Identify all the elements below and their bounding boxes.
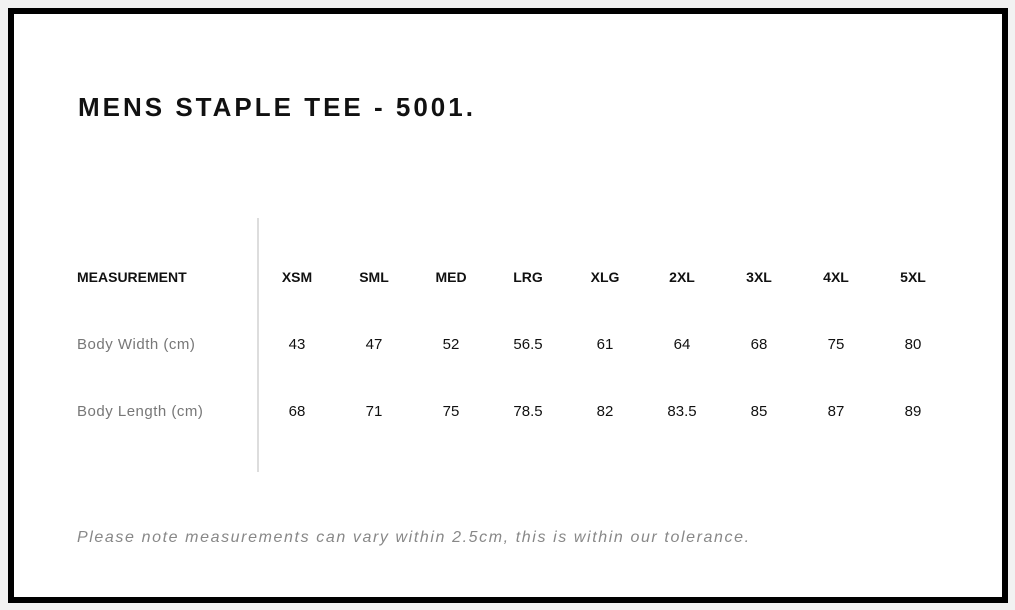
size-header: XSM	[281, 269, 313, 285]
page-title: MENS STAPLE TEE - 5001.	[78, 92, 476, 122]
size-header: 3XL	[746, 269, 772, 285]
measurement-header: MEASUREMENT	[77, 269, 187, 285]
table-cell: 78.5	[513, 403, 543, 420]
table-cell: 80	[904, 336, 922, 353]
table-cell: 64	[673, 336, 691, 353]
table-cell: 68	[288, 403, 306, 420]
table-cell: 75	[442, 403, 460, 420]
size-header: 2XL	[669, 269, 695, 285]
size-header: MED	[435, 269, 467, 285]
row-label: Body Length (cm)	[77, 403, 204, 420]
tolerance-note: Please note measurements can vary within…	[77, 529, 751, 546]
size-chart-frame: MENS STAPLE TEE - 5001. MEASUREMENT XSM S…	[8, 8, 1008, 603]
table-cell: 87	[827, 403, 845, 420]
table-cell: 52	[442, 336, 460, 353]
table-cell: 89	[904, 403, 922, 420]
size-header: SML	[359, 269, 389, 285]
table-cell: 47	[365, 336, 383, 353]
table-cell: 71	[365, 403, 383, 420]
table-cell: 83.5	[667, 403, 697, 420]
table-cell: 82	[596, 403, 614, 420]
size-header: 5XL	[900, 269, 926, 285]
table-cell: 61	[596, 336, 614, 353]
table-cell: 85	[750, 403, 768, 420]
table-cell: 68	[750, 336, 768, 353]
size-header: XLG	[590, 269, 620, 285]
size-header: LRG	[513, 269, 543, 285]
size-header: 4XL	[823, 269, 849, 285]
row-label: Body Width (cm)	[77, 336, 196, 353]
table-cell: 43	[288, 336, 306, 353]
column-divider	[257, 218, 259, 472]
table-cell: 75	[827, 336, 845, 353]
table-cell: 56.5	[513, 336, 543, 353]
